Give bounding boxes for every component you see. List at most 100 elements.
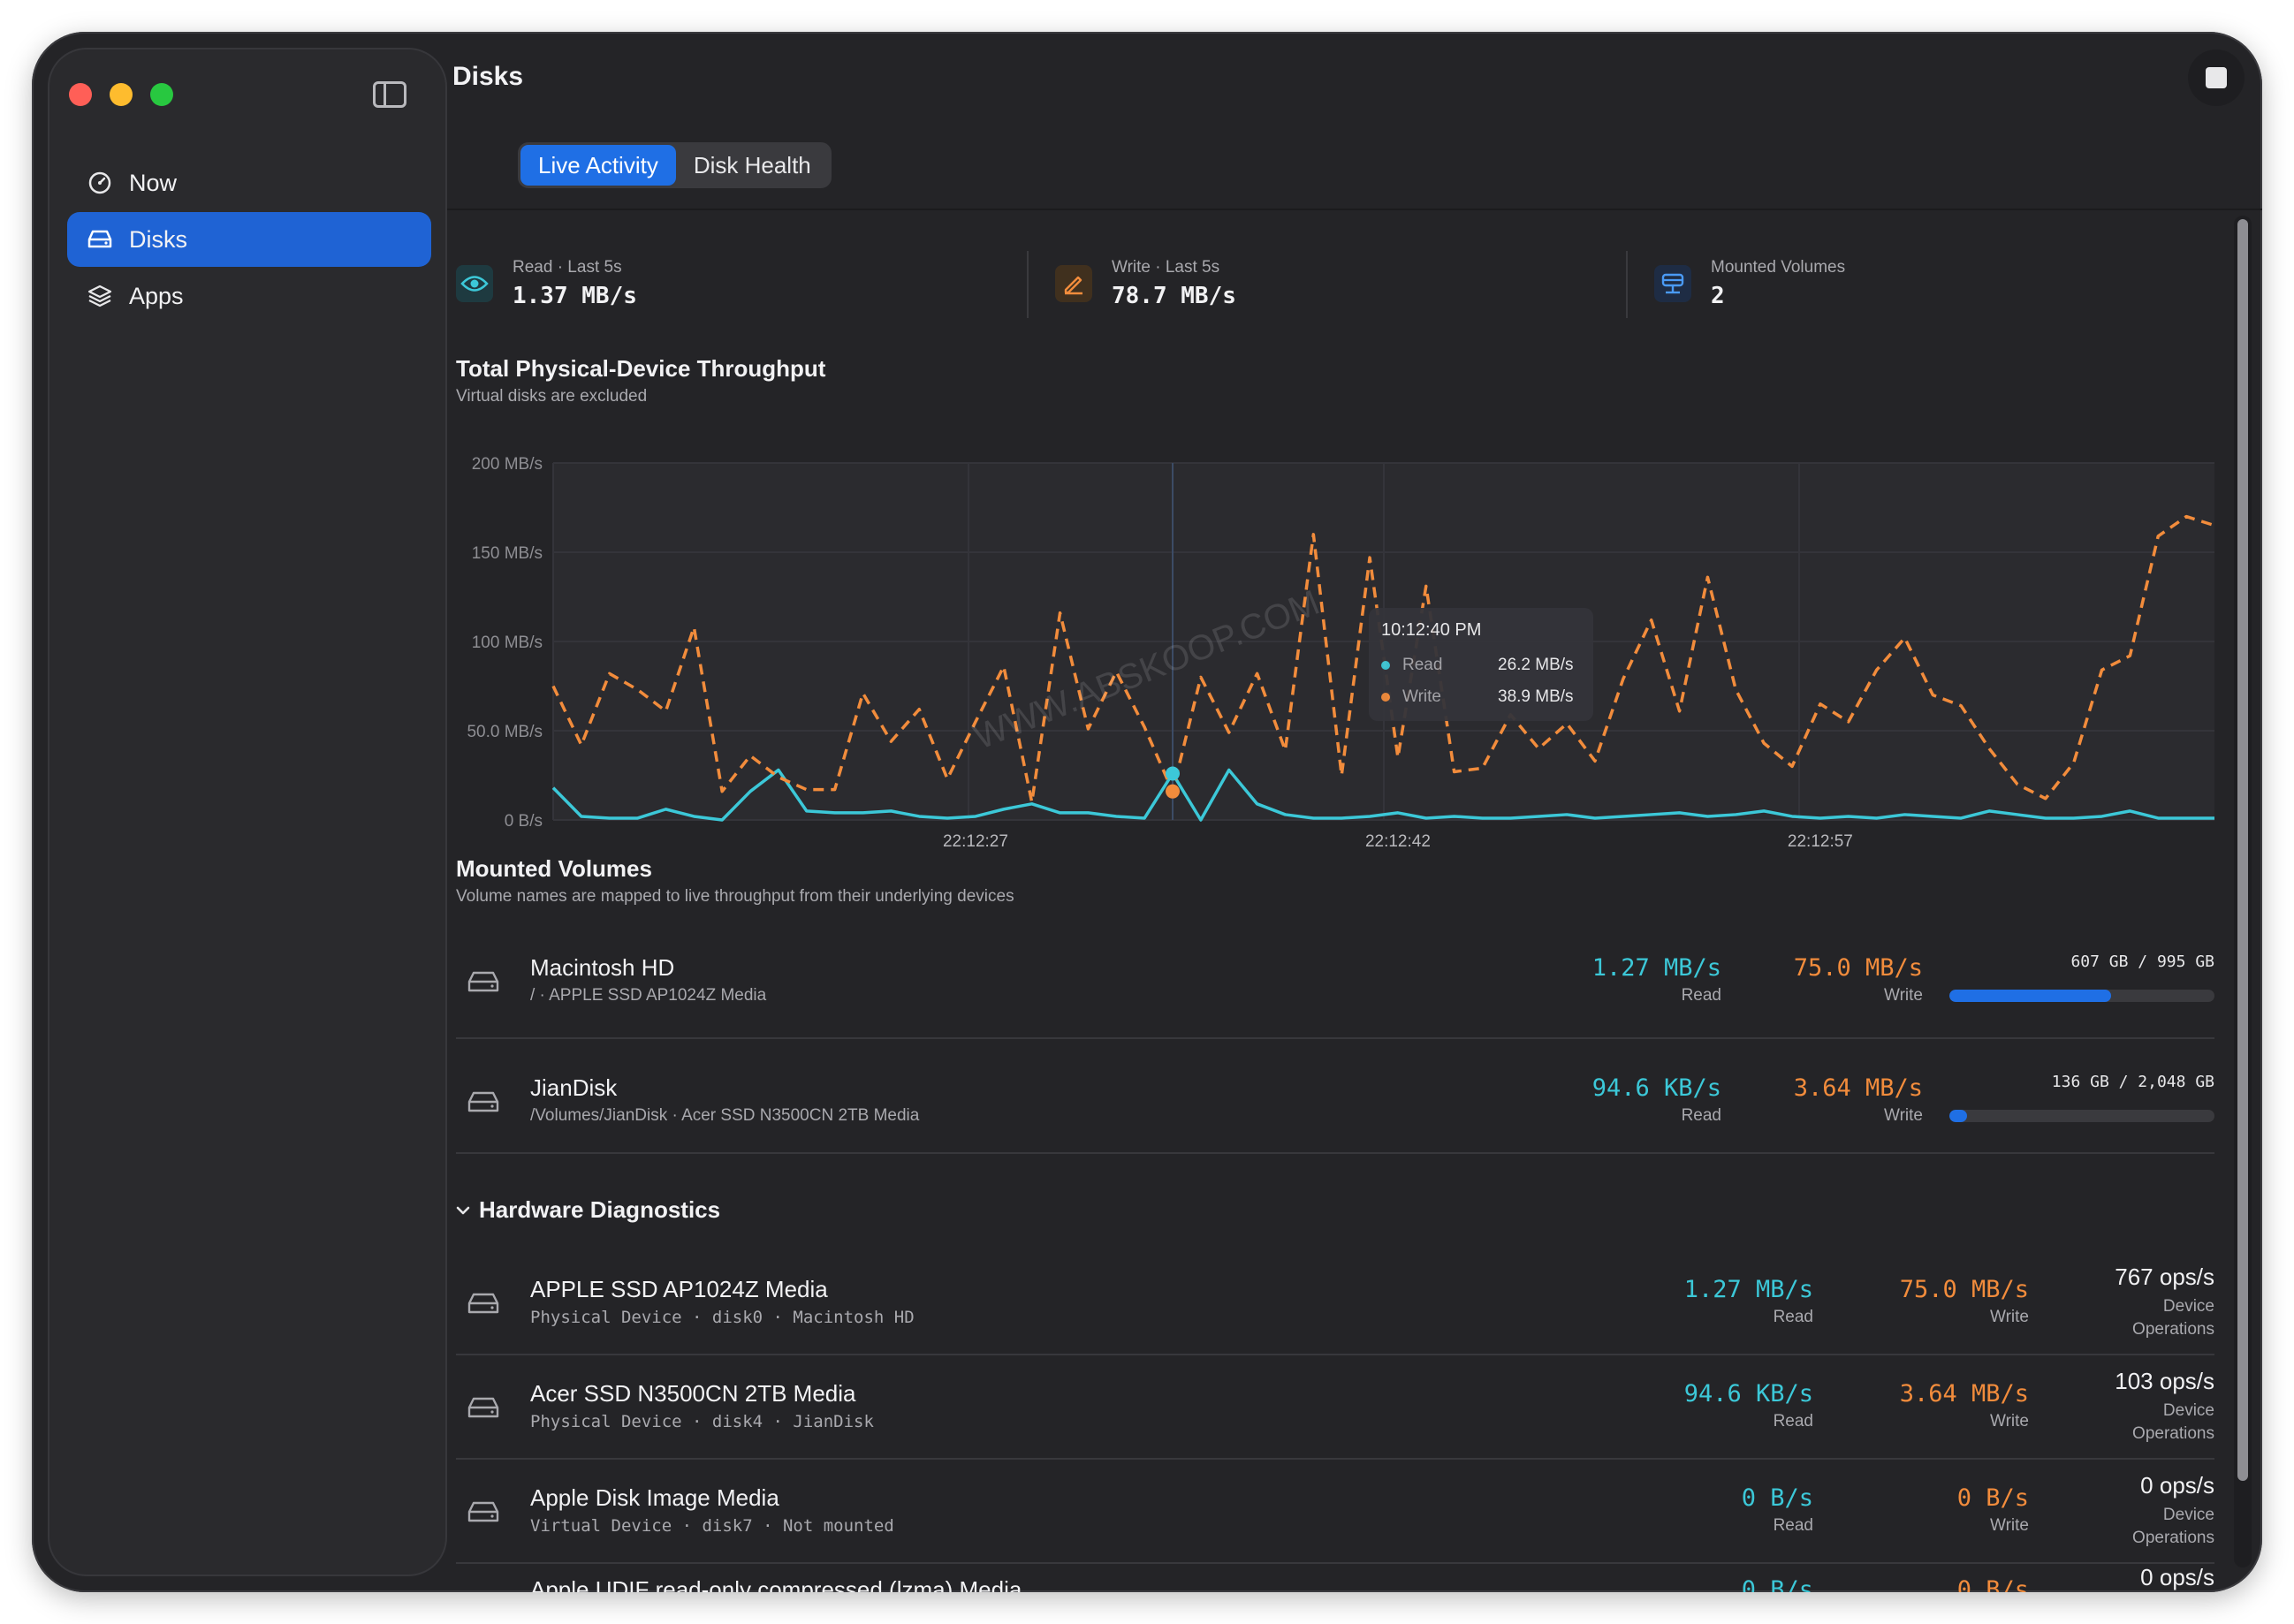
volume-sub: /Volumes/JianDisk · Acer SSD N3500CN 2TB… <box>530 1106 920 1125</box>
sidebar: Now Disks Apps <box>48 48 447 1576</box>
ops-value: 103 ops/s <box>2115 1368 2214 1394</box>
tab-live-activity[interactable]: Live Activity <box>520 145 676 186</box>
sidebar-toggle-icon[interactable] <box>373 81 406 108</box>
device-name: APPLE SSD AP1024Z Media <box>530 1276 828 1302</box>
capacity-bar <box>1949 1110 2214 1122</box>
throughput-subtitle: Virtual disks are excluded <box>456 387 648 406</box>
capacity-text: 607 GB / 995 GB <box>2070 952 2214 971</box>
ops-label-2: Operations <box>2132 1424 2214 1443</box>
write-rate: 0 B/s <box>1956 1576 2029 1592</box>
ops-label: Device <box>2162 1297 2214 1316</box>
device-row-apple-disk-image[interactable]: Apple Disk Image Media Virtual Device · … <box>456 1460 2214 1564</box>
write-label: Write <box>1884 986 1923 1005</box>
gauge-icon <box>87 170 113 196</box>
throughput-chart-svg: 0 B/s 50.0 MB/s 100 MB/s 150 MB/s 200 MB/s 22… <box>467 455 2214 851</box>
sidebar-item-now[interactable]: Now <box>67 156 431 210</box>
tooltip-write-label: Write <box>1402 687 1441 706</box>
write-rate: 75.0 MB/s <box>1793 954 1923 982</box>
capacity-bar <box>1949 990 2214 1002</box>
zoom-window-button[interactable] <box>150 83 173 106</box>
drive-icon <box>467 1091 499 1112</box>
layers-icon <box>87 283 113 309</box>
x-tick-label: 22:12:57 <box>1788 832 1853 851</box>
throughput-chart[interactable]: 0 B/s 50.0 MB/s 100 MB/s 150 MB/s 200 MB/s 22… <box>456 421 2214 862</box>
sidebar-item-disks[interactable]: Disks <box>67 212 431 267</box>
chevron-down-icon <box>456 1206 470 1214</box>
stat-mounted-volumes: Mounted Volumes 2 <box>1654 253 1845 315</box>
y-tick-label: 0 B/s <box>505 812 543 831</box>
y-tick-label: 50.0 MB/s <box>467 723 543 741</box>
close-window-button[interactable] <box>69 83 92 106</box>
capacity-fill <box>1949 990 2111 1002</box>
device-row-apple-ssd[interactable]: APPLE SSD AP1024Z Media Physical Device … <box>456 1251 2214 1355</box>
drive-icon <box>467 1397 499 1418</box>
stat-divider <box>1027 251 1029 318</box>
volume-name: Macintosh HD <box>530 954 675 981</box>
stat-label: Read · Last 5s <box>513 258 622 277</box>
tooltip-time: 10:12:40 PM <box>1381 620 1482 640</box>
stop-button[interactable] <box>2188 49 2245 106</box>
device-sub: Virtual Device · disk7 · Not mounted <box>530 1516 894 1536</box>
tooltip-read-row: Read 26.2 MB/s <box>1381 656 1581 675</box>
minimize-window-button[interactable] <box>110 83 133 106</box>
write-label: Write <box>1990 1516 2029 1535</box>
volume-row-macintosh-hd[interactable]: Macintosh HD / · APPLE SSD AP1024Z Media… <box>456 924 2214 1039</box>
x-tick-label: 22:12:27 <box>943 832 1008 851</box>
sidebar-item-apps[interactable]: Apps <box>67 269 431 323</box>
read-rate: 1.27 MB/s <box>1591 954 1721 982</box>
tooltip-read-value: 26.2 MB/s <box>1498 656 1574 674</box>
ops-value: 0 ops/s <box>2140 1564 2214 1590</box>
throughput-title: Total Physical-Device Throughput <box>456 355 826 382</box>
read-rate: 1.27 MB/s <box>1683 1276 1813 1303</box>
stat-label: Write · Last 5s <box>1112 258 1220 277</box>
tooltip-read-label: Read <box>1402 656 1443 674</box>
drive-icon <box>467 971 499 992</box>
mounted-volumes-subtitle: Volume names are mapped to live throughp… <box>456 887 1014 906</box>
ops-value: 0 ops/s <box>2140 1472 2214 1499</box>
write-rate: 3.64 MB/s <box>1899 1380 2029 1408</box>
chart-tooltip: 10:12:40 PM Read 26.2 MB/s Write 38.9 MB… <box>1369 608 1593 721</box>
ops-label-2: Operations <box>2132 1320 2214 1339</box>
read-label: Read <box>1773 1516 1813 1535</box>
hardware-diagnostics-title: Hardware Diagnostics <box>479 1196 721 1223</box>
stat-value: 78.7 MB/s <box>1112 283 1236 309</box>
read-label: Read <box>1773 1412 1813 1430</box>
read-rate: 94.6 KB/s <box>1683 1380 1813 1408</box>
drive-icon <box>467 1501 499 1522</box>
tooltip-write-row: Write 38.9 MB/s <box>1381 687 1581 707</box>
volume-icon <box>1654 265 1691 302</box>
y-tick-label: 150 MB/s <box>472 544 543 563</box>
tab-disk-health[interactable]: Disk Health <box>693 151 811 178</box>
capacity-fill <box>1949 1110 1967 1122</box>
mounted-volumes-title: Mounted Volumes <box>456 855 652 882</box>
pencil-icon <box>1055 265 1092 302</box>
drive-icon <box>87 226 113 253</box>
read-label: Read <box>1773 1308 1813 1326</box>
page-title: Disks <box>452 62 524 91</box>
scrollbar-thumb[interactable] <box>2237 219 2248 1481</box>
volume-row-jiandisk[interactable]: JianDisk /Volumes/JianDisk · Acer SSD N3… <box>456 1039 2214 1154</box>
read-rate: 0 B/s <box>1741 1484 1813 1512</box>
stop-icon <box>2206 67 2227 88</box>
sidebar-item-label: Now <box>129 169 178 196</box>
device-row-apple-udif[interactable]: Apple UDIF read-only compressed (lzma) M… <box>456 1564 2214 1592</box>
sidebar-item-label: Disks <box>129 225 187 253</box>
write-label: Write <box>1990 1412 2029 1430</box>
read-rate: 0 B/s <box>1741 1576 1813 1592</box>
write-label: Write <box>1884 1106 1923 1125</box>
ops-label: Device <box>2162 1401 2214 1420</box>
volume-name: JianDisk <box>530 1074 618 1101</box>
ops-label: Device <box>2162 1506 2214 1524</box>
read-label: Read <box>1681 1106 1721 1125</box>
tooltip-write-value: 38.9 MB/s <box>1498 687 1574 706</box>
write-rate: 0 B/s <box>1956 1484 2029 1512</box>
write-rate: 3.64 MB/s <box>1793 1074 1923 1102</box>
read-dot-icon <box>1381 661 1390 670</box>
hardware-diagnostics-header[interactable]: Hardware Diagnostics <box>454 1196 720 1224</box>
ops-value: 767 ops/s <box>2115 1264 2214 1290</box>
write-dot-icon <box>1381 693 1390 702</box>
device-row-acer-ssd[interactable]: Acer SSD N3500CN 2TB Media Physical Devi… <box>456 1355 2214 1460</box>
stat-write: Write · Last 5s 78.7 MB/s <box>1055 253 1236 315</box>
device-sub: Physical Device · disk4 · JianDisk <box>530 1412 874 1431</box>
eye-icon <box>456 265 493 302</box>
